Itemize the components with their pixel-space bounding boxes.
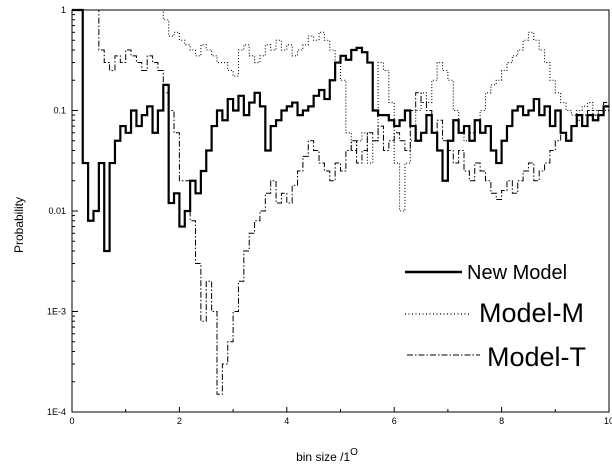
x-axis-label-superscript: O — [350, 447, 358, 458]
y-tick-label: 1 — [61, 5, 66, 15]
y-tick-label: 0.1 — [53, 106, 66, 116]
series-model-m — [72, 9, 609, 212]
y-tick-label: 1E-4 — [47, 407, 66, 417]
legend: New Model Model-M Model-T — [405, 262, 586, 372]
y-tick-label: 0.01 — [48, 206, 66, 216]
y-axis-label: Probability — [12, 197, 26, 253]
x-tick-label: 4 — [284, 416, 289, 426]
legend-label-new-model: New Model — [467, 262, 567, 284]
y-tick-label: 1E-3 — [47, 307, 66, 317]
x-tick-label: 6 — [392, 416, 397, 426]
series-layer — [72, 8, 609, 395]
tick-layer: 0 2 4 6 8 10 1 0.1 0.01 1E-3 1E-4 — [47, 5, 612, 426]
series-model-t — [72, 9, 609, 395]
x-tick-label: 10 — [604, 416, 612, 426]
x-tick-label: 0 — [69, 416, 74, 426]
x-tick-label: 2 — [177, 416, 182, 426]
x-axis-label: bin size /1O — [296, 447, 358, 464]
x-axis-label-main: bin size /1 — [296, 450, 350, 464]
legend-label-model-m: Model-M — [479, 298, 584, 328]
series-new-model — [72, 8, 609, 253]
legend-label-model-t: Model-T — [487, 342, 586, 372]
x-tick-label: 8 — [499, 416, 504, 426]
